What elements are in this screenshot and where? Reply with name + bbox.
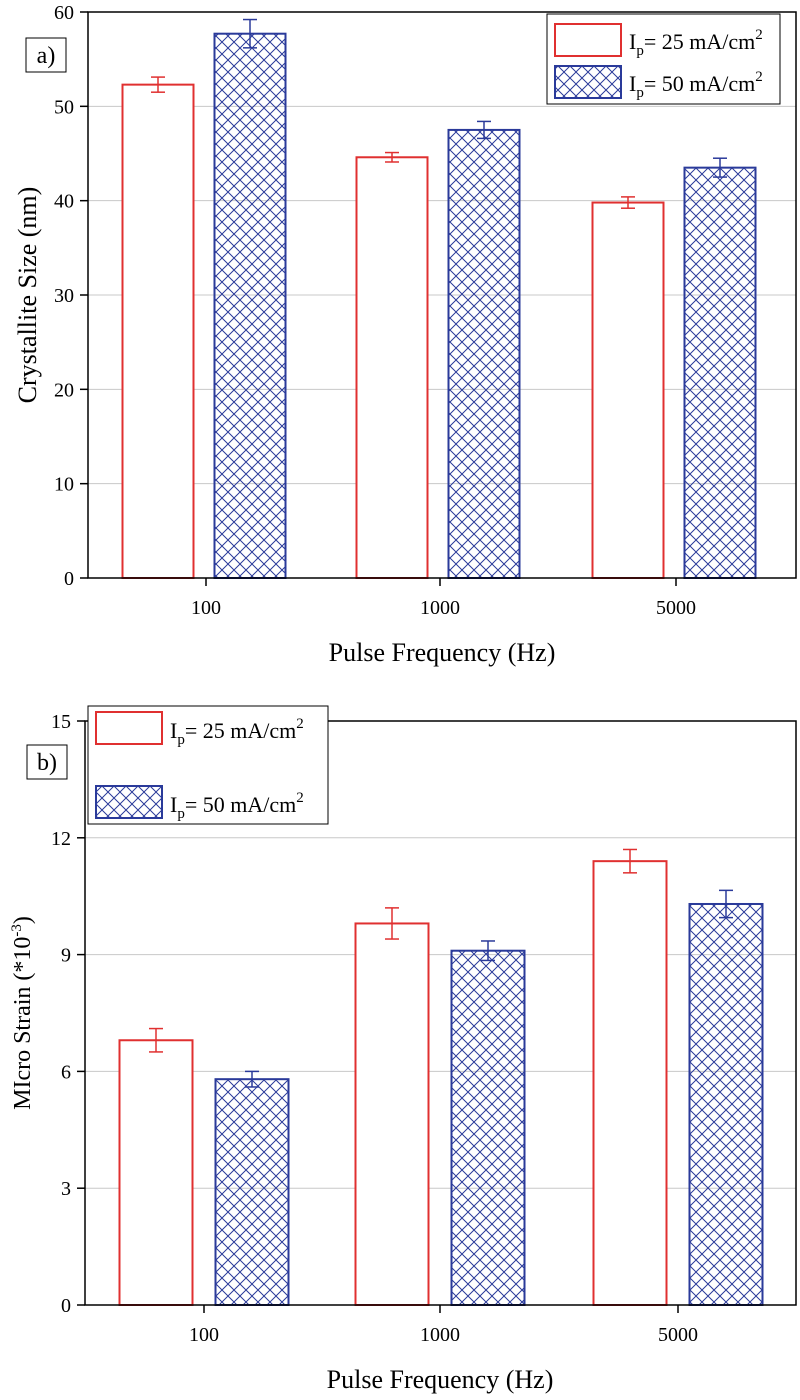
panel-b-label-text: b)	[37, 750, 57, 776]
x-tick-label: 5000	[658, 1324, 698, 1346]
panel-a-legend-swatch-50	[554, 65, 622, 99]
y-tick-label: 3	[61, 1178, 71, 1200]
panel-b-legend: Ip= 25 mA/cm2 Ip= 50 mA/cm2	[87, 705, 329, 825]
y-tick-label: 9	[61, 945, 71, 967]
y-tick-label: 10	[54, 474, 74, 496]
panel-a-x-ticks: 100 1000 5000	[191, 578, 696, 619]
panel-a-legend-label-50: Ip= 50 mA/cm2	[629, 69, 763, 101]
bar-50-100	[214, 1078, 290, 1306]
error-bar	[481, 940, 495, 962]
panel-b-chart: 0 3 6 9 12 15 100 1000 5000 b) Ip= 25 mA/cm2 Ip…	[9, 705, 797, 1394]
error-bar	[385, 907, 399, 940]
x-tick-label: 100	[191, 597, 221, 619]
panel-b-legend-label-25: Ip= 25 mA/cm2	[170, 716, 304, 748]
panel-a-bars	[121, 32, 757, 580]
bar-25-5000	[591, 201, 665, 579]
bar-25-1000	[355, 156, 429, 579]
x-tick-label: 5000	[656, 597, 696, 619]
panel-a-chart: 0 10 20 30 40 50 60 100 1000 5000 a) Ip= 25 mA/c…	[13, 2, 797, 667]
y-tick-label: 12	[51, 828, 71, 850]
panel-b-x-ticks: 100 1000 5000	[189, 1305, 698, 1346]
panel-a-legend-swatch-25	[554, 23, 622, 57]
y-tick-label: 30	[54, 285, 74, 307]
panel-b-gridlines	[85, 837, 796, 1189]
error-bar	[713, 157, 727, 178]
error-bar	[245, 1070, 259, 1088]
y-tick-label: 40	[54, 191, 74, 213]
x-tick-label: 1000	[420, 597, 460, 619]
panel-a-legend-label-25: Ip= 25 mA/cm2	[629, 27, 763, 59]
panel-b-y-axis-title: MIcro Strain (*10-3)	[9, 916, 36, 1110]
x-tick-label: 1000	[420, 1324, 460, 1346]
panel-b-x-axis-title: Pulse Frequency (Hz)	[327, 1365, 554, 1394]
panel-a-label: a)	[25, 37, 67, 73]
error-bar	[243, 18, 257, 49]
bar-50-5000	[688, 902, 764, 1307]
panel-a-label-text: a)	[37, 43, 56, 69]
error-bar	[621, 196, 635, 209]
error-bar	[477, 120, 491, 140]
error-bar	[719, 889, 733, 919]
y-tick-label: 50	[54, 96, 74, 118]
panel-a-y-ticks: 0 10 20 30 40 50 60	[54, 2, 88, 590]
panel-a-error-bars	[151, 18, 727, 209]
error-bar	[623, 848, 637, 874]
bar-25-1000	[354, 922, 430, 1306]
bar-25-100	[121, 83, 195, 580]
panel-a-legend: Ip= 25 mA/cm2 Ip= 50 mA/cm2	[546, 13, 781, 105]
panel-b-bars	[118, 860, 764, 1307]
y-tick-label: 15	[51, 711, 71, 733]
y-tick-label: 60	[54, 2, 74, 24]
bar-25-100	[118, 1039, 194, 1306]
bar-50-1000	[447, 128, 521, 580]
panel-a-y-axis-title: Crystallite Size (nm)	[13, 187, 42, 404]
panel-a-gridlines	[88, 105, 796, 485]
panel-a-x-axis-title: Pulse Frequency (Hz)	[329, 638, 556, 667]
bar-50-100	[213, 32, 287, 580]
bar-50-5000	[683, 166, 757, 579]
error-bar	[149, 1027, 163, 1053]
y-tick-label: 0	[64, 568, 74, 590]
y-tick-label: 20	[54, 379, 74, 401]
y-tick-label: 0	[61, 1295, 71, 1317]
error-bar	[385, 151, 399, 163]
panel-b-legend-label-50: Ip= 50 mA/cm2	[170, 790, 304, 822]
bar-50-1000	[450, 949, 526, 1306]
error-bar	[151, 76, 165, 93]
panel-b-label: b)	[26, 744, 68, 780]
y-tick-label: 6	[61, 1061, 71, 1083]
panel-b-y-ticks: 0 3 6 9 12 15	[51, 711, 85, 1317]
bar-25-5000	[592, 860, 668, 1306]
panel-b-error-bars	[149, 848, 733, 1088]
panel-b-legend-swatch-50	[95, 785, 163, 819]
x-tick-label: 100	[189, 1324, 219, 1346]
panel-b-legend-swatch-25	[95, 711, 163, 745]
